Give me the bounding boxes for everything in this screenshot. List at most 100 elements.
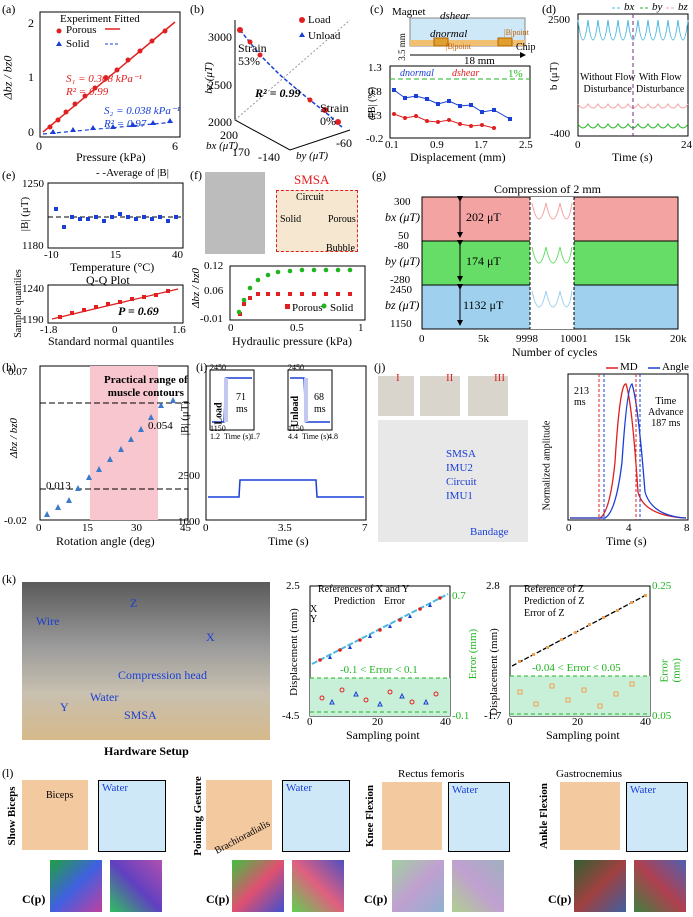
c-xtick-2: 0.9 [430, 139, 444, 151]
k-smsa: SMSA [124, 708, 157, 722]
l-cp-1a-heatmap [50, 860, 102, 912]
d-xlabel: Time (s) [612, 150, 653, 164]
i-ylabel: |B| (μT) [179, 400, 192, 436]
c-chip: Chip [516, 42, 536, 53]
c-dim-w: 18 mm [464, 55, 495, 67]
l-gesture-3-before [382, 782, 442, 850]
k-z-eylabel: Error (mm) [658, 658, 683, 683]
panel-b-chart [234, 17, 351, 151]
l-cp-4a-heatmap [574, 860, 626, 912]
f-ylabel: Δbz / bz0 [190, 267, 203, 309]
k-z-xlabel: Sampling point [546, 728, 620, 742]
c-dnormal: dnormal [430, 28, 468, 40]
k-xy-xtick-20: 20 [372, 716, 383, 728]
l-gesture-3-muscle: Rectus femoris [398, 768, 465, 780]
e-qq-xlabel: Standard normal quantiles [48, 334, 174, 348]
e-qq-xtick-2: 0 [112, 324, 118, 336]
k-xy-xlabel: Sampling point [346, 728, 420, 742]
f-porous: Porous [328, 214, 356, 225]
g-title: Compression of 2 mm [494, 182, 601, 196]
g-xtick-10001: 10001 [560, 333, 588, 345]
a-ytick-2: 2 [28, 16, 34, 30]
h-xlabel: Rotation angle (deg) [56, 534, 155, 548]
h-ylabel: Δbz / bz0 [8, 417, 21, 459]
k-xy-eylabel: Error (mm) [467, 628, 480, 680]
g-xtick-20k: 20k [670, 333, 687, 345]
d-legend-bz: bz [678, 1, 688, 13]
j-xtick-0: 0 [566, 522, 572, 534]
l-gesture-4-after [626, 782, 688, 852]
e-qq-title: Q-Q Plot [86, 273, 130, 287]
g-row-bz-label: bz (μT) [385, 298, 420, 312]
l-cp-2a-heatmap [232, 860, 284, 912]
c-xlabel: Displacement (mm) [410, 150, 506, 164]
i-t1: 71 ms [236, 392, 248, 415]
k-xy-xtick-0: 0 [307, 716, 313, 728]
k-xy-legend-err: Error [384, 596, 406, 607]
a-r1: R² = 0.99 [66, 86, 109, 98]
l-gesture-3-name: Knee Flexion [364, 784, 376, 848]
c-dim-h: 3.5 mm [396, 33, 407, 61]
l-cp-3: C(p) [364, 892, 388, 906]
l-gesture-3-water: Water [452, 784, 478, 796]
f-ytick-006: 0.06 [204, 285, 224, 297]
g-row-bx-tick-lo: 50 [398, 230, 409, 242]
d-ytick-400: -400 [550, 128, 571, 140]
d-xtick-24: 24 [681, 139, 692, 151]
c-bpoint: |B|point [504, 28, 529, 37]
l-cp-4b-heatmap [634, 860, 686, 912]
panel-letter-c: (c) [370, 2, 384, 16]
e-xtick-40: 40 [172, 249, 183, 261]
i-inset1-x-label: Time (s) [224, 432, 252, 441]
j-t213: 213 ms [574, 386, 589, 408]
i-inset2-x-lo: 4.4 [288, 432, 298, 441]
f-xtick-0: 0 [228, 322, 234, 334]
c-ylabel: d|B| (%) [367, 86, 379, 121]
j-label-imu1: IMU1 [446, 490, 473, 502]
h-ytick-002: -0.02 [4, 515, 27, 527]
panel-letter-l: (l) [2, 766, 14, 780]
l-gesture-1-muscle: Biceps [46, 790, 74, 801]
e-qq-xtick-1: -1.8 [40, 324, 58, 336]
e-legend: - -Average of |B| [96, 167, 169, 179]
panel-d-chart [577, 7, 689, 137]
l-cp-3b-heatmap [452, 860, 504, 912]
l-cp-3a-heatmap [392, 860, 444, 912]
e-qq-ytick-1240: 1240 [22, 283, 44, 295]
k-xy-err-range: -0.1 < Error < 0.1 [340, 664, 418, 676]
l-gesture-4-name: Ankle Flexion [538, 783, 550, 849]
h-ytick-007: 0.07 [8, 366, 28, 378]
i-inset2-y-hi: 2450 [288, 363, 304, 372]
i-inset1-x-lo: 1.2 [210, 432, 220, 441]
a-ytick-0: 0 [28, 125, 34, 139]
g-xtick-5k: 5k [478, 333, 489, 345]
e-ytick-1250: 1250 [22, 178, 44, 190]
j-leg-photo [378, 420, 528, 542]
k-z-eytick-hi: 0.25 [652, 580, 672, 592]
e-qq-ytick-1190: 1190 [22, 314, 44, 326]
a-xlabel: Pressure (kPa) [76, 150, 146, 164]
k-z-legend-pred: Prediction of Z [524, 596, 585, 607]
l-cp-4: C(p) [548, 892, 572, 906]
f-legend-solid: Solid [330, 302, 354, 314]
f-circuit: Circuit [296, 192, 324, 203]
k-head: Compression head [118, 668, 207, 682]
panel-letter-j: (j) [374, 360, 386, 374]
k-z-legend-ref: Reference of Z [524, 584, 584, 595]
c-ytick-2: 0.8 [368, 86, 382, 98]
j-stage-3: III [494, 372, 505, 384]
k-y: Y [60, 700, 69, 714]
c-legend-dshear: dshear [452, 68, 480, 79]
j-xlabel: Time (s) [606, 534, 647, 548]
a-xtick-0: 0 [36, 139, 42, 153]
l-cp-2: C(p) [206, 892, 230, 906]
panel-letter-i: (i) [196, 360, 208, 374]
k-x: X [206, 630, 215, 644]
k-z-ytick-hi: 2.8 [486, 580, 500, 592]
j-xtick-4: 4 [626, 522, 632, 534]
i-ytick-1000: 1000 [178, 516, 200, 528]
panel-e-chart [47, 182, 184, 324]
j-stage1-photo [378, 376, 414, 416]
h-range-label: Practical range of muscle contours [104, 374, 188, 399]
c-bpoint2: |B|point [446, 42, 471, 51]
